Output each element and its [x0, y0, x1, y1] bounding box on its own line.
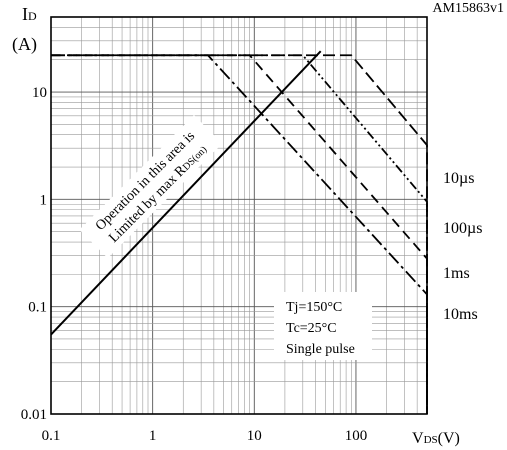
y-axis-label-main: I — [22, 4, 28, 24]
series-line-4 — [51, 54, 428, 414]
y-axis-unit: (A) — [12, 34, 37, 55]
tick-labels: 0.1 1 10 100 0.01 0.1 1 10 — [21, 85, 367, 444]
x-tick-label: 100 — [345, 428, 368, 444]
series-line-2 — [51, 54, 428, 414]
y-axis-label: ID — [22, 4, 37, 24]
y-tick-label: 0.01 — [21, 407, 47, 423]
x-axis-label: VDS(V) — [412, 430, 460, 447]
series-line-0 — [50, 50, 322, 336]
x-axis-label-sub: DS — [424, 434, 438, 446]
conditions-box: Tj=150°C Tc=25°C Single pulse — [274, 292, 372, 360]
legend-label-10ms: 10ms — [443, 306, 478, 323]
x-axis-label-unit: (V) — [438, 430, 460, 447]
legend-label-10us: 10µs — [443, 170, 474, 187]
x-tick-label: 10 — [247, 428, 262, 444]
y-tick-label: 1 — [40, 192, 48, 208]
figure-id: AM15863v1 — [432, 1, 504, 16]
condition-tc: Tc=25°C — [286, 321, 337, 336]
y-axis-label-sub: D — [28, 9, 37, 23]
x-axis-label-main: V — [412, 430, 424, 447]
y-tick-label: 0.1 — [28, 300, 47, 316]
x-tick-label: 0.1 — [42, 428, 61, 444]
rds-annotation-bg — [79, 115, 223, 259]
y-tick-label: 10 — [32, 85, 47, 101]
condition-pulse: Single pulse — [286, 342, 355, 357]
legend-label-100us: 100µs — [443, 220, 482, 237]
x-tick-label: 1 — [149, 428, 157, 444]
condition-tj: Tj=150°C — [286, 300, 342, 315]
legend-label-1ms: 1ms — [443, 265, 470, 282]
plot-area — [50, 16, 428, 415]
rds-annotation: Operation in this area is Limited by max… — [79, 115, 223, 259]
conditions-box-bg — [274, 292, 372, 360]
